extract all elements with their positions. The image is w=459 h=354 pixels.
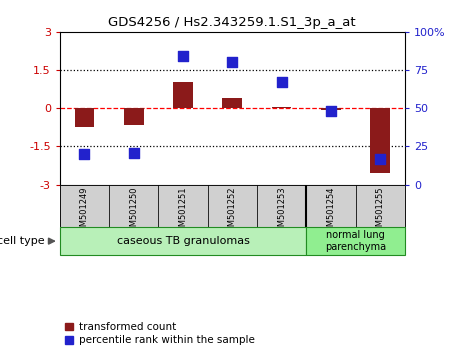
Text: GSM501251: GSM501251 [178, 187, 187, 237]
Text: caseous TB granulomas: caseous TB granulomas [116, 236, 249, 246]
Bar [306, 227, 404, 255]
Point [375, 156, 383, 161]
Text: cell type: cell type [0, 236, 45, 246]
Text: GSM501253: GSM501253 [276, 187, 285, 238]
Bar [271, 107, 291, 108]
Text: GSM501250: GSM501250 [129, 187, 138, 237]
Bar [320, 108, 340, 110]
Text: normal lung
parenchyma: normal lung parenchyma [324, 230, 385, 252]
Bar [60, 227, 306, 255]
Text: GSM501254: GSM501254 [326, 187, 335, 237]
Bar [109, 185, 158, 227]
Point [228, 59, 235, 65]
Point [326, 108, 334, 114]
Bar [60, 185, 109, 227]
Point [130, 150, 137, 155]
Bar [369, 108, 389, 173]
Bar [306, 185, 355, 227]
Bar [158, 185, 207, 227]
Point [179, 53, 186, 59]
Bar [222, 98, 241, 108]
Text: GSM501255: GSM501255 [375, 187, 384, 237]
Bar [207, 185, 257, 227]
Bar [173, 81, 192, 108]
Title: GDS4256 / Hs2.343259.1.S1_3p_a_at: GDS4256 / Hs2.343259.1.S1_3p_a_at [108, 16, 355, 29]
Bar [257, 185, 306, 227]
Point [81, 151, 88, 157]
Bar [74, 108, 94, 127]
Point [277, 79, 285, 85]
Legend: transformed count, percentile rank within the sample: transformed count, percentile rank withi… [65, 322, 254, 345]
Text: GSM501252: GSM501252 [227, 187, 236, 237]
Text: GSM501249: GSM501249 [80, 187, 89, 237]
Bar [355, 185, 404, 227]
Bar [123, 108, 143, 125]
